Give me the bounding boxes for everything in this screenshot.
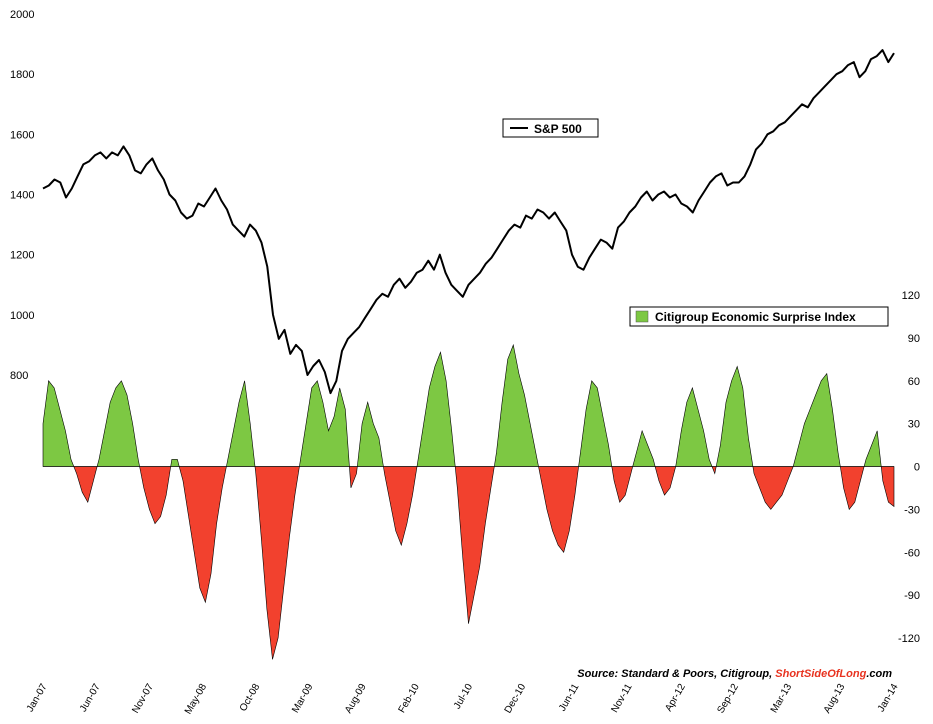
left-tick-label: 800 [10,370,28,382]
right-tick-label: -30 [904,504,920,516]
left-tick-label: 1400 [10,190,34,202]
surprise-index-positive-area [42,343,882,467]
source-prefix: Source: Standard & Poors, Citigroup, [577,668,775,680]
legend-green-swatch [635,310,649,323]
left-tick-label: 1600 [10,129,34,141]
left-tick-label: 1800 [10,69,34,81]
right-tick-label: -90 [904,590,920,602]
right-axis: -120 -90 -60 -30 0 30 60 90 120 [898,290,920,645]
right-tick-label: 30 [908,419,920,431]
x-tick-label: Mar-13 [769,682,795,715]
source-brand: ShortSideOfLong [775,668,866,680]
x-tick-label: Sep-12 [715,682,741,716]
sp500-line-layer [42,49,895,395]
x-tick-label: Jun-11 [557,682,582,714]
x-tick-label: Jun-07 [78,682,103,714]
x-tick-label: Apr-12 [663,682,688,714]
x-axis: Jan-07 Jun-07 Nov-07 May-08 Oct-08 Mar-09 Aug-… [25,682,901,717]
x-tick-label: Nov-07 [130,682,156,716]
right-tick-label: 60 [908,376,920,388]
left-tick-label: 1000 [10,310,34,322]
source-note: Source: Standard & Poors, Citigroup, Sho… [577,668,892,680]
x-tick-label: Nov-11 [609,682,634,715]
left-axis: 800 1000 1200 1400 1600 1800 2000 [10,9,34,382]
x-tick-label: Jan-14 [876,682,901,714]
x-tick-label: Oct-08 [238,682,263,714]
x-tick-label: Jan-07 [25,682,50,714]
legend-citigroup-label: Citigroup Economic Surprise Index [655,310,856,324]
x-tick-label: Aug-09 [343,682,369,716]
surprise-index-negative-area [73,466,895,660]
left-tick-label: 2000 [10,9,34,21]
x-tick-label: Mar-09 [290,682,316,715]
x-tick-label: Dec-10 [503,682,529,716]
x-tick-label: Aug-13 [822,682,848,716]
right-tick-label: 90 [908,333,920,345]
right-tick-label: 120 [902,290,920,302]
right-tick-label: 0 [914,462,920,474]
x-tick-label: Feb-10 [397,682,423,715]
legend-sp500: S&P 500 [502,118,599,138]
right-tick-label: -60 [904,547,920,559]
left-tick-label: 1200 [10,250,34,262]
legend-sp500-label: S&P 500 [534,122,582,136]
x-tick-label: May-08 [183,682,209,717]
sp500-line [42,49,895,395]
surprise-index-area [42,343,895,660]
x-tick-label: Jul-10 [452,682,475,711]
source-suffix: .com [866,668,892,680]
right-tick-label: -120 [898,633,920,645]
legend-citigroup: Citigroup Economic Surprise Index [629,306,889,327]
